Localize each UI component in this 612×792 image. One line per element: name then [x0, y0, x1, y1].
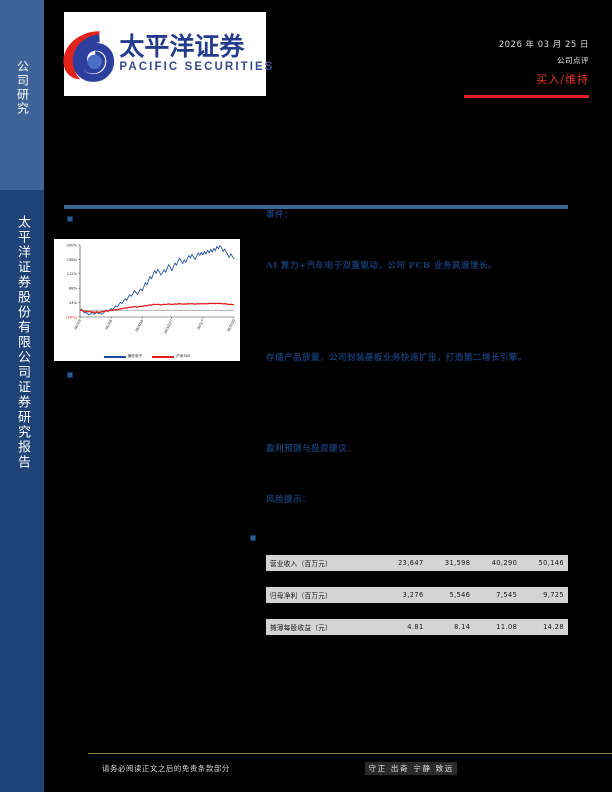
- sidebar-research-text: 公司研究: [15, 60, 30, 116]
- table-cell-value: 8.14: [427, 617, 475, 636]
- chart-x-tick-label: 26/1/7: [196, 319, 205, 331]
- table-cell-value: 11.08: [474, 617, 522, 636]
- bullet-marker: [67, 216, 73, 222]
- sidebar-company-text: 太平洋证券股份有限公司证券研究报告: [15, 215, 30, 470]
- table-cell-value: 3,276: [380, 585, 428, 605]
- table-row: 摊薄每股收益（元） 4.81 8.14 11.08 14.28: [266, 617, 568, 636]
- bullet-marker: [250, 535, 256, 541]
- table-row-label: 营业收入（百万元）: [266, 555, 381, 573]
- table-cell-value: 23,647: [380, 555, 428, 573]
- chart-x-tick-label: 26/3/9: [73, 319, 82, 331]
- logo-english-name: PACIFIC SECURITIES: [119, 61, 275, 74]
- report-page: 太平洋证券 PACIFIC SECURITIES 2026 年 03 月 25 …: [44, 0, 612, 792]
- table-cell-value: 50,146: [521, 555, 568, 573]
- logo-chinese-name: 太平洋证券: [119, 32, 245, 62]
- rating-underline: [464, 95, 589, 98]
- legend-item: 景旺电子: [103, 354, 143, 359]
- legend-item: 沪深300: [152, 354, 190, 359]
- highlight-ai-paragraph: AI 算力+汽车电子双重驱动，公司 PCB 业务高速增长。: [266, 261, 497, 271]
- table-row-label: 摊薄每股收益（元）: [266, 617, 381, 636]
- table-cell-value: 40,290: [474, 555, 522, 573]
- chart-x-tick-label: 26/4/6: [104, 319, 113, 331]
- footer-disclaimer: 请务必阅读正文之后的免责条款部分: [102, 764, 230, 773]
- legend-swatch: [103, 355, 126, 358]
- chart-y-tick-label: 112%: [67, 272, 78, 276]
- chart-canvas: 200% 156% 112% 68% 24% (20%) 26/3/9 26/4/6 26/8…: [66, 243, 236, 335]
- table-cell-value: 14.28: [521, 617, 568, 636]
- chart-x-tick-label: 26/3/20: [226, 319, 236, 333]
- table-cell-value: 31,598: [427, 555, 475, 573]
- section-divider-bar: [64, 205, 568, 209]
- pacific-securities-logo: 太平洋证券 PACIFIC SECURITIES: [63, 12, 272, 96]
- table-row: 归母净利（百万元） 3,276 5,546 7,545 9,725: [266, 585, 568, 605]
- chart-axes: [78, 244, 235, 319]
- report-date: 2026 年 03 月 25 日: [498, 40, 589, 50]
- stock-performance-chart: 200% 156% 112% 68% 24% (20%) 26/3/9 26/4/6 26/8…: [54, 239, 240, 361]
- footer-slogan: 守正 出奇 宁静 致远: [365, 762, 457, 775]
- report-type: 公司点评: [557, 56, 589, 65]
- investment-rating: 买入/维持: [536, 73, 589, 86]
- risk-heading: 风险提示：: [266, 495, 311, 505]
- table-cell-value: 4.81: [380, 617, 428, 636]
- chart-series-group: [79, 244, 235, 316]
- legend-label: 景旺电子: [127, 354, 143, 358]
- chart-x-tick-label: 26/8/16: [134, 319, 144, 333]
- chart-y-tick-label: (20%): [66, 315, 77, 319]
- chart-legend: 景旺电子 沪深300: [54, 354, 240, 359]
- financial-summary-table: 营业收入（百万元） 23,647 31,598 40,290 50,146 归母净利（百万…: [266, 555, 568, 637]
- chart-y-tick-label: 68%: [69, 287, 78, 291]
- table-cell-value: 5,546: [427, 585, 475, 605]
- sidebar-research-label: 公司研究: [0, 60, 44, 116]
- chart-y-tick-label: 24%: [69, 301, 78, 305]
- chart-y-tick-label: 156%: [67, 258, 78, 262]
- highlight-storage-paragraph: 存储产品放量，公司封装基板业务快速扩张，打造第二增长引擎。: [266, 353, 527, 363]
- chart-y-tick-label: 200%: [67, 243, 78, 247]
- chart-line-沪深300: [79, 302, 235, 314]
- chart-x-tick-label: 26/10/27: [163, 319, 174, 335]
- table-cell-value: 7,545: [474, 585, 522, 605]
- sidebar-company-label: 太平洋证券股份有限公司证券研究报告: [0, 215, 44, 470]
- table-cell-value: 9,725: [521, 585, 568, 605]
- sidebar-top-band: [0, 0, 44, 190]
- header-meta-block: 2026 年 03 月 25 日 公司点评 买入/维持: [359, 38, 589, 87]
- event-heading: 事件：: [266, 210, 293, 220]
- logo-mark-icon: [55, 24, 115, 84]
- sidebar-bottom-band: [0, 190, 44, 792]
- left-sidebar: 公司研究 太平洋证券股份有限公司证券研究报告: [0, 0, 44, 792]
- bullet-marker: [67, 372, 73, 378]
- table-row-label: 归母净利（百万元）: [266, 585, 381, 605]
- forecast-heading: 盈利预测与投资建议：: [266, 444, 356, 454]
- legend-swatch: [152, 355, 175, 358]
- footer-divider: [88, 753, 612, 755]
- table-row: 营业收入（百万元） 23,647 31,598 40,290 50,146: [266, 555, 568, 573]
- chart-x-tick-labels: 26/3/9 26/4/6 26/8/16 26/10/27 26/1/7 26/3/20: [73, 319, 236, 335]
- table-row-spacer: [266, 604, 568, 618]
- chart-y-tick-labels: 200% 156% 112% 68% 24% (20%): [66, 243, 77, 319]
- table-row-spacer: [266, 572, 568, 586]
- legend-label: 沪深300: [176, 354, 191, 358]
